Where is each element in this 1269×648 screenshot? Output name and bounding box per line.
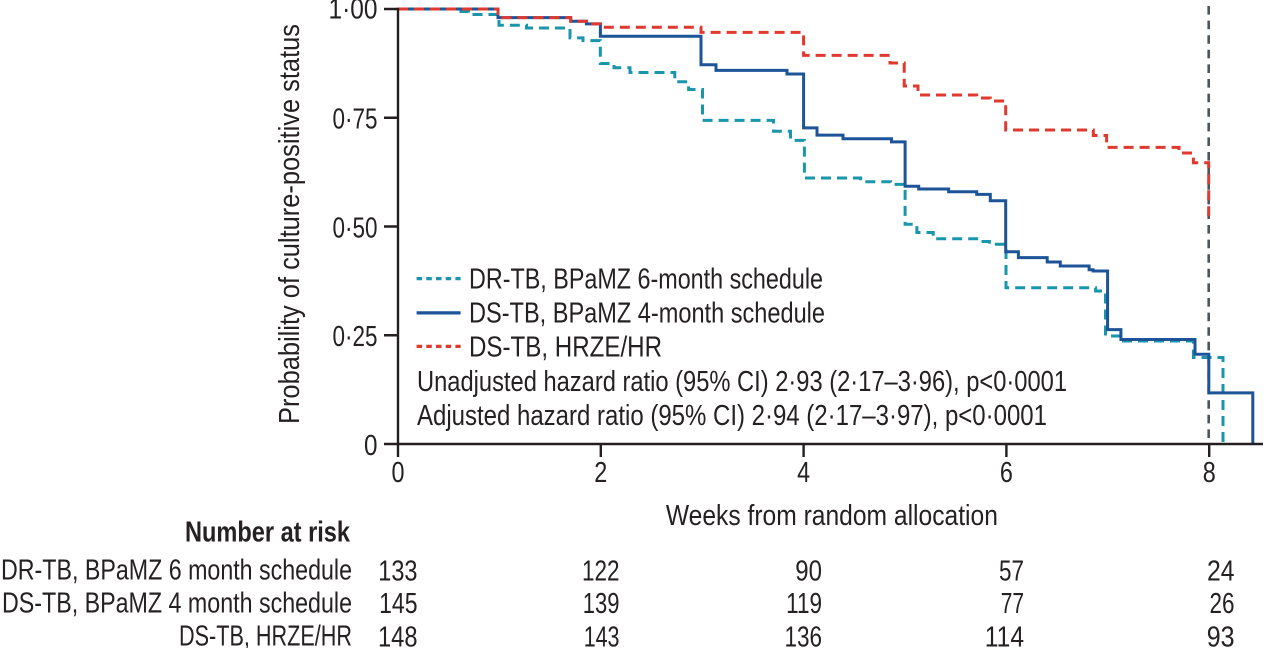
svg-text:24: 24	[1207, 555, 1235, 587]
svg-text:0·50: 0·50	[333, 212, 378, 244]
svg-text:Weeks from random allocation: Weeks from random allocation	[666, 500, 998, 532]
svg-text:90: 90	[795, 555, 822, 587]
svg-text:0·75: 0·75	[333, 104, 378, 136]
svg-text:0: 0	[364, 430, 378, 462]
svg-text:4: 4	[797, 457, 810, 489]
svg-text:DS-TB, BPaMZ 4 month schedule: DS-TB, BPaMZ 4 month schedule	[2, 587, 352, 619]
svg-text:93: 93	[1207, 621, 1235, 648]
svg-text:Number at risk: Number at risk	[185, 517, 351, 549]
svg-text:145: 145	[379, 588, 417, 620]
svg-text:DR-TB, BPaMZ 6 month schedule: DR-TB, BPaMZ 6 month schedule	[1, 555, 352, 587]
svg-text:119: 119	[786, 588, 822, 620]
svg-text:Unadjusted hazard ratio (95% C: Unadjusted hazard ratio (95% CI) 2·93 (2…	[417, 366, 1067, 398]
svg-text:148: 148	[378, 621, 418, 648]
svg-text:136: 136	[785, 621, 823, 648]
svg-text:6: 6	[1000, 457, 1013, 489]
svg-text:2: 2	[594, 457, 607, 489]
svg-text:Probability of culture-positiv: Probability of culture-positive status	[274, 24, 306, 424]
svg-text:DS-TB, HRZE/HR: DS-TB, HRZE/HR	[469, 332, 662, 364]
svg-text:DR-TB, BPaMZ 6-month schedule: DR-TB, BPaMZ 6-month schedule	[469, 264, 823, 296]
svg-text:143: 143	[584, 621, 620, 648]
svg-text:1·00: 1·00	[329, 0, 378, 26]
svg-text:57: 57	[999, 555, 1024, 587]
svg-text:122: 122	[582, 555, 620, 587]
svg-text:139: 139	[583, 588, 620, 620]
svg-text:0: 0	[392, 457, 405, 489]
svg-text:77: 77	[1001, 588, 1024, 620]
svg-text:Adjusted hazard ratio (95% CI): Adjusted hazard ratio (95% CI) 2·94 (2·1…	[417, 400, 1047, 432]
svg-text:DS-TB, HRZE/HR: DS-TB, HRZE/HR	[179, 621, 352, 648]
svg-text:26: 26	[1210, 588, 1235, 620]
svg-text:8: 8	[1203, 457, 1216, 489]
svg-text:133: 133	[378, 555, 417, 587]
svg-text:DS-TB, BPaMZ 4-month schedule: DS-TB, BPaMZ 4-month schedule	[469, 298, 825, 330]
svg-text:0·25: 0·25	[333, 321, 378, 353]
svg-text:114: 114	[985, 621, 1024, 648]
